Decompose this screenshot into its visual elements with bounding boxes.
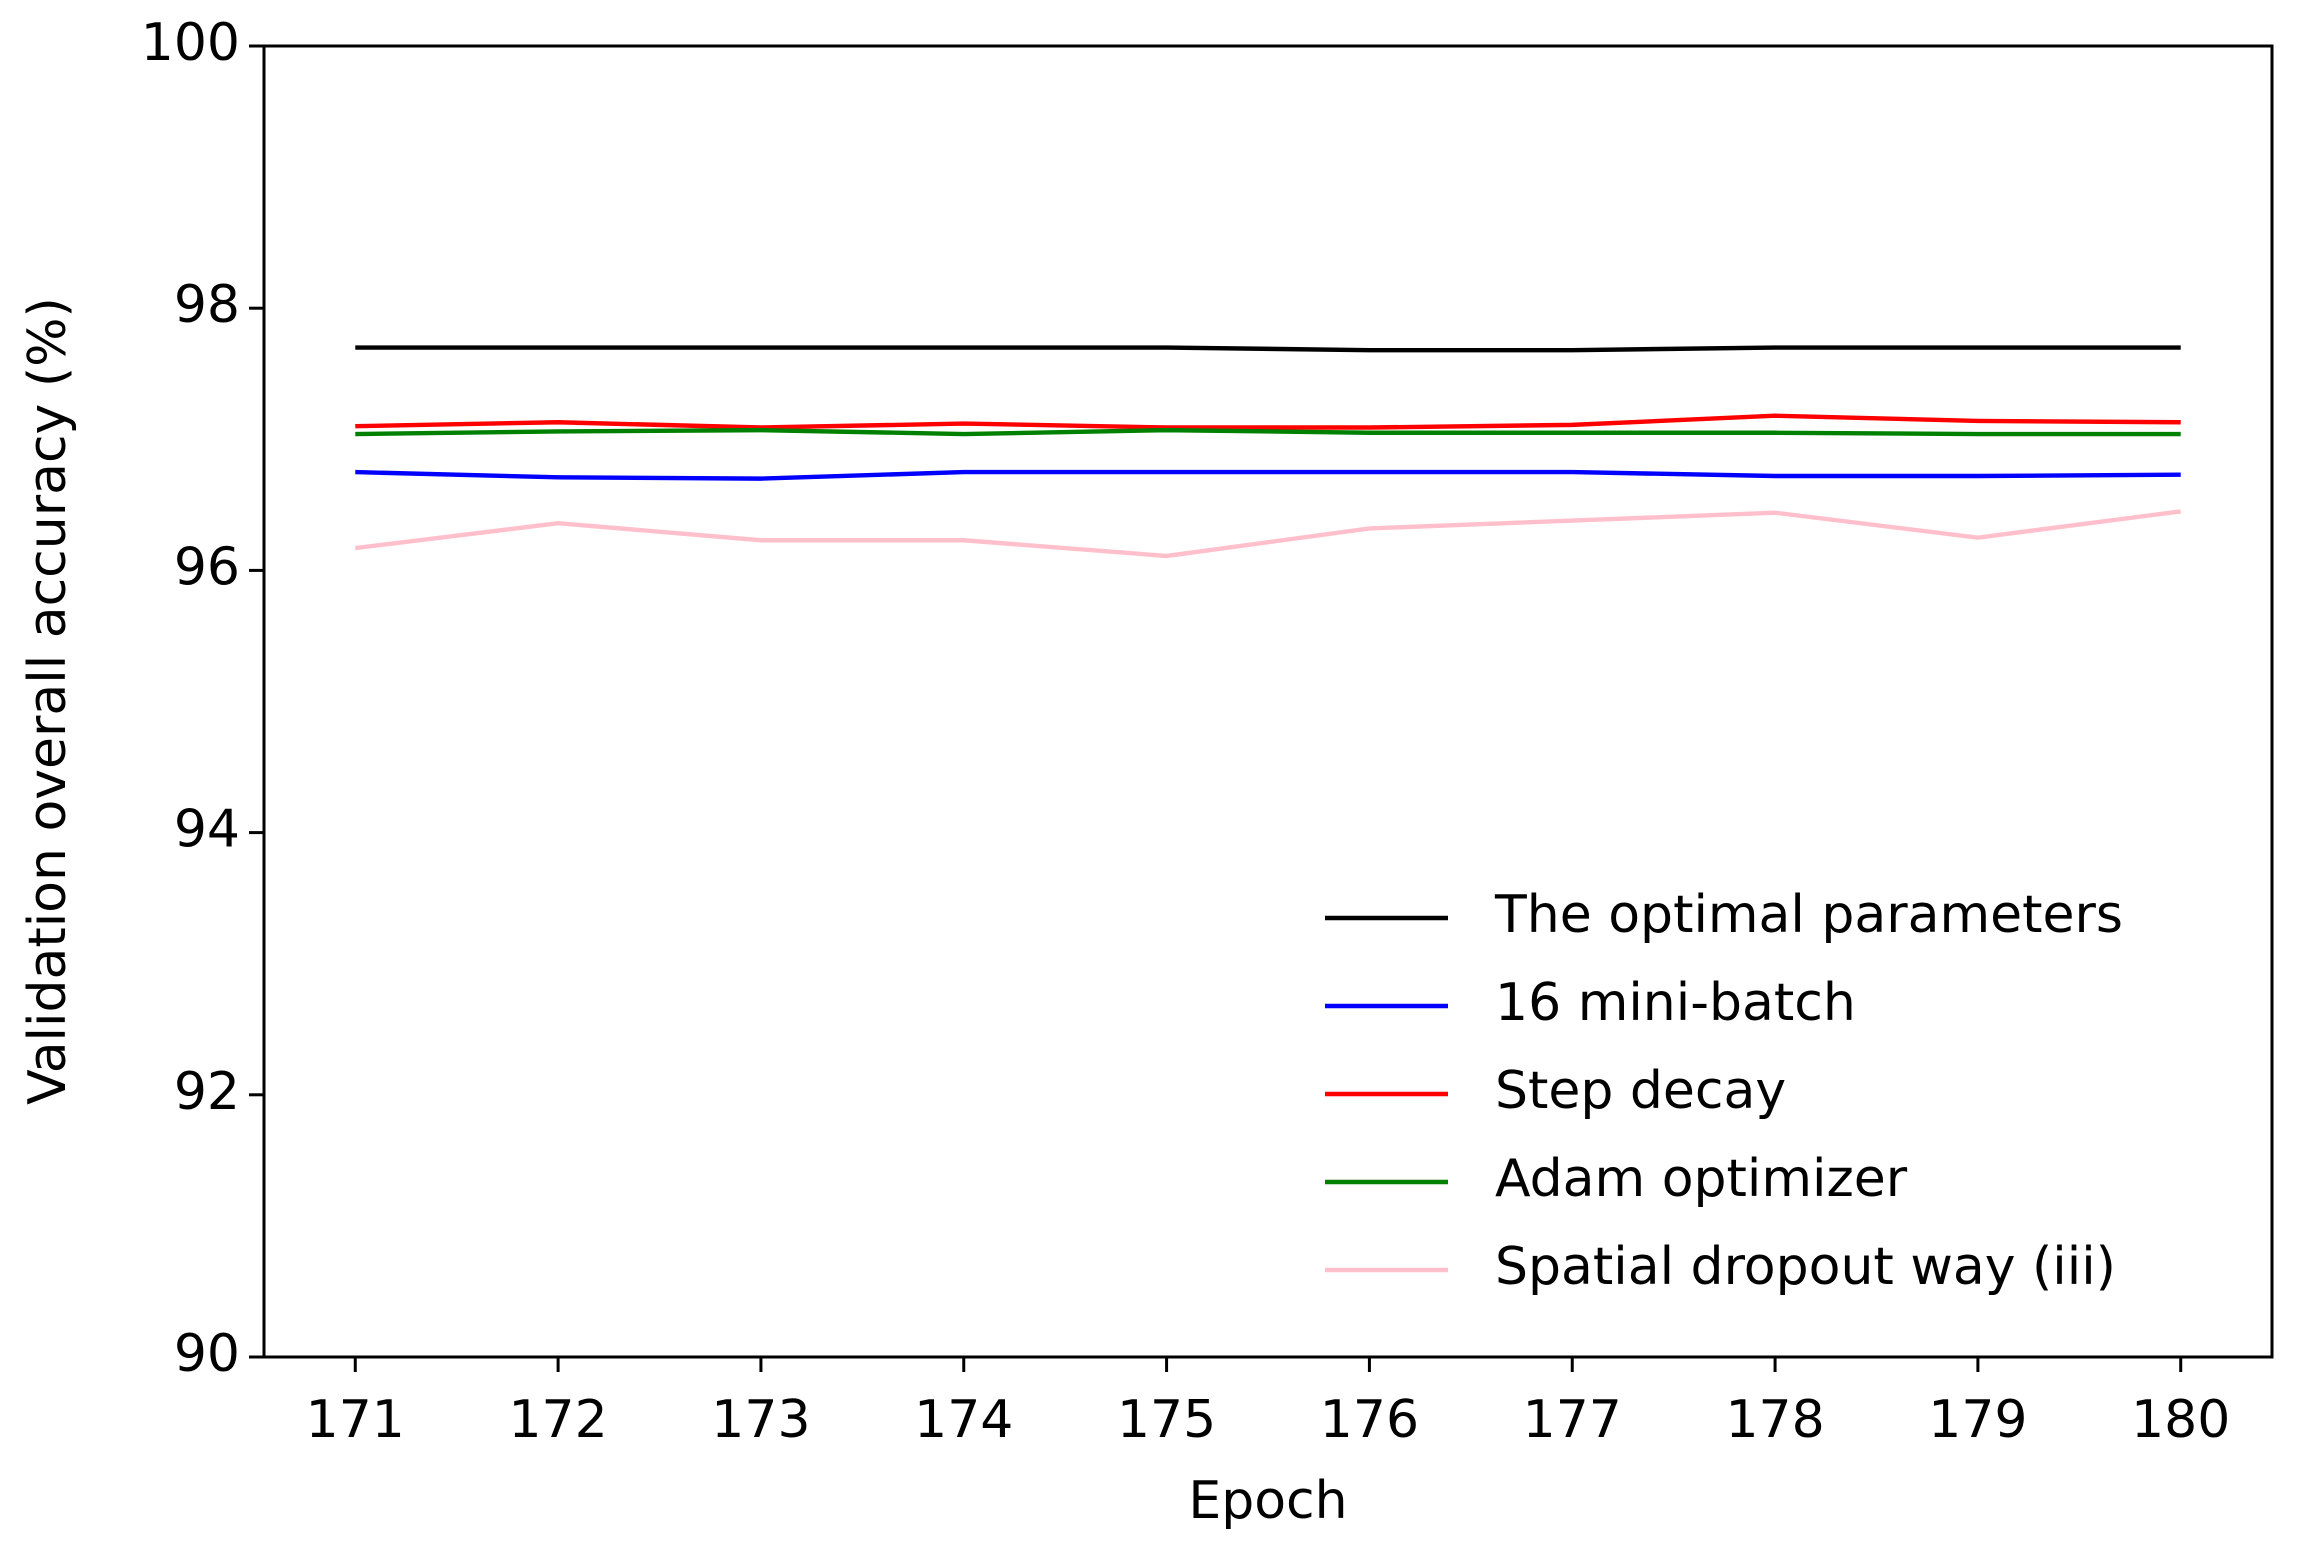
- y-tick-label: 92: [174, 1062, 240, 1122]
- legend-label: The optimal parameters: [1494, 885, 2123, 945]
- y-tick-label: 90: [174, 1324, 240, 1384]
- x-tick-label: 172: [508, 1390, 607, 1450]
- y-tick-label: 100: [141, 13, 240, 73]
- x-tick-label: 173: [711, 1390, 810, 1450]
- legend-label: Step decay: [1495, 1061, 1786, 1121]
- x-tick-label: 176: [1320, 1390, 1419, 1450]
- x-tick-label: 175: [1117, 1390, 1216, 1450]
- x-tick-label: 178: [1725, 1390, 1824, 1450]
- y-tick-label: 96: [174, 537, 240, 597]
- series-line: [355, 427, 2181, 437]
- legend-label: 16 mini-batch: [1495, 973, 1856, 1033]
- x-tick-label: 179: [1928, 1390, 2027, 1450]
- series-line: [355, 345, 2181, 353]
- x-tick-label: 180: [2131, 1390, 2230, 1450]
- series-line: [355, 469, 2181, 481]
- x-axis-label: Epoch: [1188, 1471, 1347, 1531]
- legend-label: Spatial dropout way (iii): [1495, 1237, 2116, 1297]
- legend-label: Adam optimizer: [1495, 1149, 1908, 1209]
- y-axis-label: Validation overall accuracy (%): [18, 297, 78, 1105]
- y-tick-label: 94: [174, 800, 240, 860]
- x-tick-label: 174: [914, 1390, 1013, 1450]
- x-tick-label: 171: [306, 1390, 405, 1450]
- series-line: [355, 413, 2181, 430]
- y-tick-label: 98: [174, 275, 240, 335]
- x-tick-label: 177: [1523, 1390, 1622, 1450]
- plot-frame: [262, 44, 2274, 1359]
- series-line: [355, 509, 2182, 559]
